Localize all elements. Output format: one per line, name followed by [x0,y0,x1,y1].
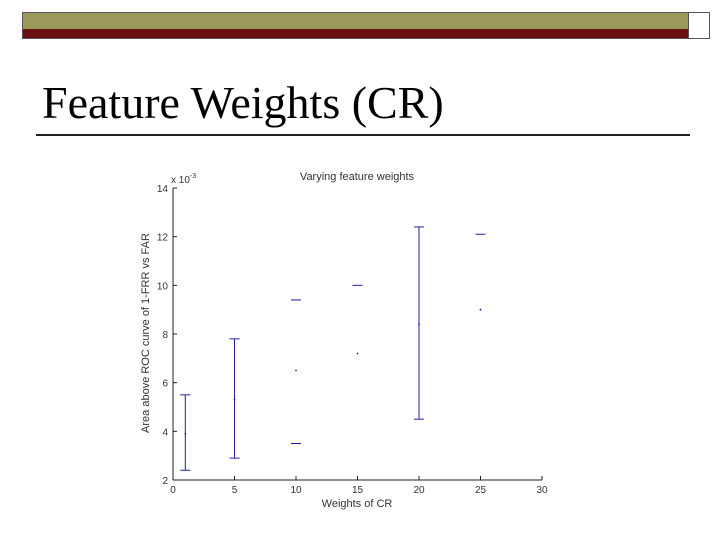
x-tick-label: 30 [536,485,548,496]
x-tick-label: 25 [475,485,487,496]
x-tick-label: 10 [290,485,302,496]
slide-title: Feature Weights (CR) [42,77,444,128]
y-tick-label: 10 [157,281,169,292]
y-tick-label: 14 [157,184,169,195]
x-tick-label: 20 [413,485,425,496]
mean-point [184,432,187,435]
mean-point [479,308,482,311]
y-tick-label: 6 [162,379,168,390]
title-bar-decoration [22,12,710,39]
corner-square-bottom [688,29,710,39]
mean-point [233,398,236,401]
mean-point [418,323,420,326]
mean-point [356,352,359,355]
y-tick-label: 8 [162,330,168,341]
x-axis-label: Weights of CR [322,498,393,510]
y-scale-label: x 10-3 [171,173,196,186]
y-tick-label: 4 [162,427,168,438]
title-underline [36,134,690,136]
y-scale-exponent: -3 [190,173,196,180]
chart-marks [180,226,486,471]
x-tick-label: 5 [232,485,238,496]
x-tick-label: 15 [352,485,364,496]
mean-point [295,369,297,372]
y-tick-label: 12 [157,233,169,244]
chart-title: Varying feature weights [300,171,415,183]
y-tick-label: 2 [162,476,168,487]
y-axis-label: Area above ROC curve of 1-FRR vs FAR [140,233,152,433]
axes: 0 5 10 15 20 25 30 2 4 6 8 10 12 14 [157,184,548,496]
y-scale-base: x 10 [171,175,190,186]
x-tick-label: 0 [170,485,176,496]
